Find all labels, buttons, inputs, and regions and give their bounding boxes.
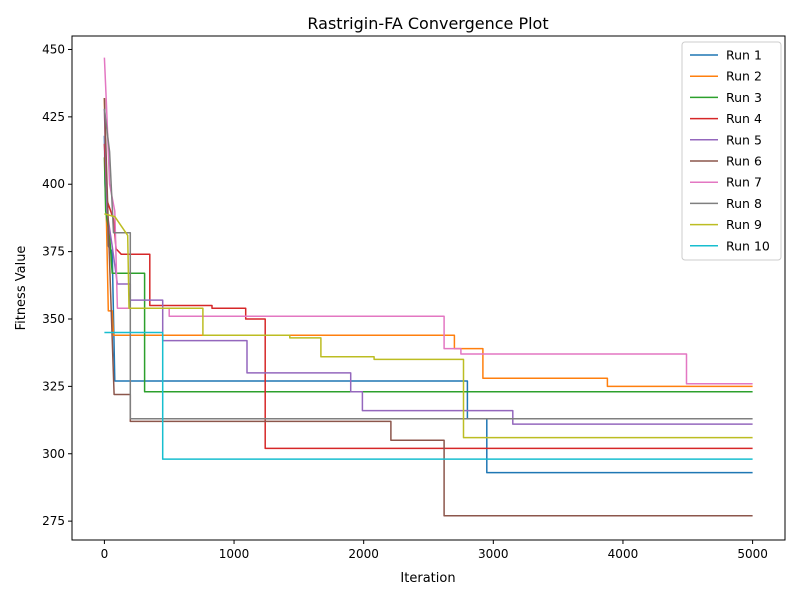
series-line-run-6 (103, 97, 753, 517)
y-axis-label: Fitness Value (14, 246, 29, 331)
series-line-run-8 (103, 108, 753, 420)
legend-label-run-2: Run 2 (726, 69, 762, 84)
legend: Run 1 Run 2 Run 3 Run 4 Run 5 Run 6 Run 7 Run 8… (681, 41, 782, 261)
x-tick-label: 2000 (348, 547, 379, 561)
legend-label-run-8: Run 8 (726, 196, 762, 211)
x-tick-label: 3000 (478, 547, 509, 561)
legend-label-run-4: Run 4 (726, 111, 762, 126)
legend-label-run-3: Run 3 (726, 90, 762, 105)
x-tick-label: 1000 (219, 547, 250, 561)
y-tick-label: 400 (42, 177, 65, 191)
legend-label-run-5: Run 5 (726, 132, 762, 147)
series-line-run-7 (103, 57, 753, 385)
series-line-run-2 (103, 97, 753, 388)
series-line-run-3 (103, 157, 753, 393)
series-lines (103, 57, 753, 517)
y-tick-label: 325 (42, 379, 65, 393)
series-line-run-4 (103, 143, 753, 450)
y-tick-label: 375 (42, 245, 65, 259)
legend-label-run-6: Run 6 (726, 154, 762, 169)
legend-label-run-9: Run 9 (726, 217, 762, 232)
y-tick-label: 450 (42, 42, 65, 56)
y-tick-label: 275 (42, 514, 65, 528)
plot-frame (71, 35, 786, 541)
legend-box (681, 41, 782, 261)
x-axis-ticks: 0 1000 2000 3000 4000 5000 (101, 540, 768, 561)
x-axis-label: Iteration (400, 571, 455, 586)
legend-label-run-1: Run 1 (726, 48, 762, 63)
x-tick-label: 0 (101, 547, 109, 561)
series-line-run-10 (104, 331, 753, 460)
y-axis-ticks: 275 300 325 350 375 400 425 450 (42, 42, 72, 528)
chart-title: Rastrigin-FA Convergence Plot (307, 14, 548, 33)
x-tick-label: 4000 (608, 547, 639, 561)
x-tick-label: 5000 (737, 547, 768, 561)
y-tick-label: 300 (42, 447, 65, 461)
series-line-run-9 (104, 213, 753, 439)
legend-label-run-10: Run 10 (726, 238, 770, 253)
legend-label-run-7: Run 7 (726, 175, 762, 190)
y-tick-label: 425 (42, 110, 65, 124)
y-tick-label: 350 (42, 312, 65, 326)
